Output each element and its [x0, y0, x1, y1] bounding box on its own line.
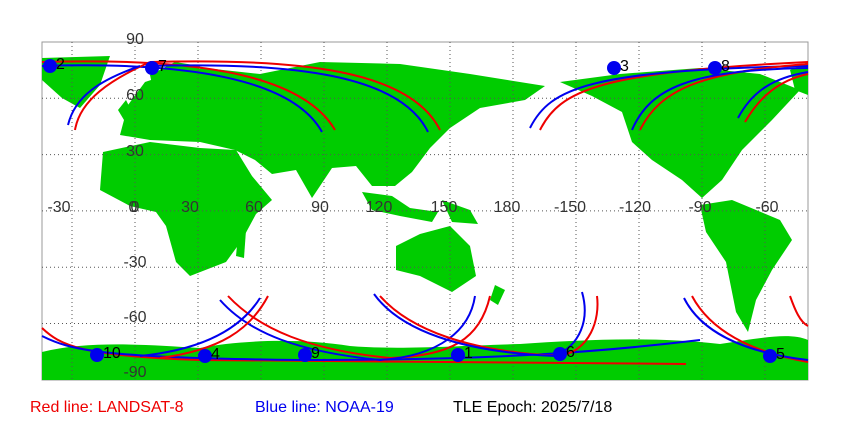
landsat-track [159, 295, 269, 359]
satellite-label: 8 [721, 58, 730, 75]
satellite-label: 2 [56, 56, 65, 73]
satellite-position [607, 61, 621, 75]
graticule [42, 42, 808, 380]
longitude-label: 0 [129, 199, 138, 216]
landsat-track [149, 60, 441, 131]
noaa-track [41, 335, 701, 362]
satellite-label: 6 [566, 344, 575, 361]
landsat-track [789, 295, 809, 327]
satellite-position [198, 349, 212, 363]
noaa-track [139, 297, 261, 357]
noaa-track [41, 64, 323, 133]
landsat-track [227, 295, 491, 360]
longitude-label: -120 [619, 199, 651, 216]
longitude-label: 90 [311, 199, 329, 216]
noaa-track [219, 295, 476, 362]
satellite-label: 10 [103, 345, 121, 362]
satellite-position [298, 348, 312, 362]
longitude-label: -150 [554, 199, 586, 216]
latitude-label: -60 [123, 309, 146, 326]
legend-epoch: TLE Epoch: 2025/7/18 [453, 399, 612, 416]
noaa-track [373, 291, 586, 358]
satellite-label: 1 [464, 345, 473, 362]
landsat-track [41, 60, 336, 131]
latitude-label: -30 [123, 254, 146, 271]
longitude-label: -60 [755, 199, 778, 216]
latitude-label: 0 [131, 199, 140, 216]
landsat-track [539, 61, 809, 131]
satellite-label: 5 [776, 346, 785, 363]
noaa-track [149, 64, 429, 133]
satellite-label: 7 [158, 58, 167, 75]
noaa-track [529, 65, 809, 129]
legend-red: Red line: LANDSAT-8 [30, 399, 184, 416]
longitude-label: -90 [688, 199, 711, 216]
longitude-label: 120 [366, 199, 393, 216]
landsat-track [639, 63, 809, 131]
longitude-label: 180 [494, 199, 521, 216]
satellite-position [763, 349, 777, 363]
satellite-position [451, 348, 465, 362]
longitude-label: 150 [431, 199, 458, 216]
satellite-label: 4 [211, 346, 220, 363]
satellite-label: 9 [311, 345, 320, 362]
satellite-position [145, 61, 159, 75]
satellite-position [708, 61, 722, 75]
landsat-track [744, 73, 809, 123]
latitude-label: 30 [126, 143, 144, 160]
longitude-label: -30 [47, 199, 70, 216]
longitude-label: 30 [181, 199, 199, 216]
longitude-label: 60 [245, 199, 263, 216]
satellite-position [553, 347, 567, 361]
noaa-track [737, 71, 809, 119]
labels: -30 0 30 60 90 120 150 180 -150 -120 -90 -609060300… [43, 31, 785, 381]
noaa-track [683, 297, 809, 361]
legend-blue: Blue line: NOAA-19 [255, 399, 394, 416]
satellite-tracks [41, 60, 809, 365]
noaa-track [67, 65, 141, 126]
satellite-position [90, 348, 104, 362]
satellite-position [43, 59, 57, 73]
latitude-label: 90 [126, 31, 144, 48]
satellite-label: 3 [620, 58, 629, 75]
noaa-track [631, 67, 809, 131]
latitude-label: 60 [126, 87, 144, 104]
latitude-label: -90 [123, 364, 146, 381]
